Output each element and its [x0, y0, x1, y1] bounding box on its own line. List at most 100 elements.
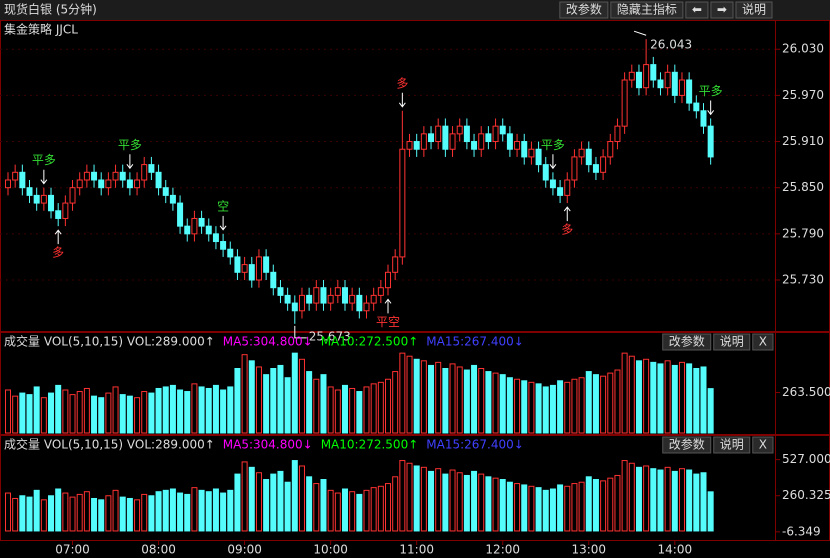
button[interactable]	[710, 1, 734, 19]
signal-arrow	[40, 169, 48, 185]
candle-body	[628, 71, 635, 81]
volume-bar	[105, 392, 112, 434]
button[interactable]	[735, 1, 773, 19]
signal-arrow	[126, 154, 134, 170]
button[interactable]	[713, 436, 751, 454]
volume-bar	[657, 363, 664, 434]
volume-bar	[91, 395, 98, 434]
volume-bar	[420, 466, 427, 532]
button-label[interactable]: 改参数	[669, 334, 705, 349]
volume-bar	[664, 360, 671, 434]
candle-body	[592, 164, 599, 173]
volume-bar	[385, 483, 392, 532]
candle-body	[514, 141, 521, 150]
volume-bar	[671, 364, 678, 434]
candle-body	[184, 225, 191, 235]
legend-entry: MA5:304.800↓	[223, 335, 313, 349]
volume-bar	[177, 389, 184, 434]
candle-body	[5, 179, 11, 189]
volume-bar	[356, 391, 363, 434]
volume-bar	[48, 495, 55, 532]
volume-bar	[169, 384, 176, 434]
candle-body	[62, 202, 69, 219]
volume-bar	[377, 485, 384, 532]
volume-bar	[664, 466, 671, 532]
candle-body	[392, 256, 399, 273]
volume-bar	[5, 492, 11, 532]
volume-bar	[69, 496, 76, 532]
button-label[interactable]: X	[759, 335, 767, 349]
button[interactable]	[610, 1, 684, 19]
x-tick-label: 14:00	[658, 543, 693, 557]
volume-bar	[478, 368, 485, 434]
volume-bar	[191, 383, 198, 434]
button[interactable]	[752, 333, 774, 351]
candle-body	[191, 217, 198, 235]
button[interactable]	[559, 1, 609, 19]
legend-entry: MA5:304.800↓	[223, 438, 313, 452]
button-label[interactable]: ⬅	[692, 3, 702, 17]
volume-bar	[26, 496, 33, 532]
volume-bar	[270, 473, 277, 532]
volume-bar	[449, 469, 456, 532]
volume-bar	[571, 378, 578, 434]
volume-bar	[55, 384, 62, 434]
volume-bar	[542, 489, 549, 532]
candle-body	[76, 179, 83, 189]
volume-bar	[19, 495, 26, 532]
volume-bar	[341, 488, 348, 532]
volume-bar	[148, 392, 155, 434]
x-tick-label: 09:00	[227, 543, 262, 557]
button-label[interactable]: ➡	[717, 3, 727, 17]
button-label[interactable]: 说明	[720, 437, 744, 452]
legend-entry: MA15:267.400↓	[426, 438, 524, 452]
volume-bar	[40, 397, 47, 434]
button[interactable]	[662, 333, 712, 351]
button-label[interactable]: X	[759, 438, 767, 452]
volume-bar	[62, 389, 69, 434]
candle-body	[377, 287, 384, 296]
candle-body	[528, 148, 535, 158]
volume-bar	[198, 386, 205, 434]
button[interactable]	[662, 436, 712, 454]
button-label[interactable]: 说明	[742, 2, 766, 17]
candle-body	[549, 179, 556, 189]
volume-bar	[270, 368, 277, 434]
legend-entry: 成交量 VOL(5,10,15) VOL:289.000↑	[4, 437, 215, 452]
volume-bar	[399, 460, 406, 532]
signal-arrow	[54, 229, 62, 245]
candle-body	[635, 71, 642, 89]
button[interactable]	[713, 333, 751, 351]
candle-body	[55, 210, 62, 219]
candle-body	[442, 125, 449, 150]
volume-bar	[650, 361, 657, 434]
volume-bar	[291, 352, 298, 434]
candle-body	[40, 194, 47, 204]
volume-bar	[471, 470, 478, 532]
volume-bar	[105, 495, 112, 532]
volume-bar	[406, 462, 413, 532]
volume-bar	[700, 366, 707, 434]
button[interactable]	[685, 1, 709, 19]
button[interactable]	[752, 436, 774, 454]
button-label[interactable]: 说明	[720, 334, 744, 349]
candle-body	[693, 102, 700, 112]
candle-body	[535, 148, 542, 166]
button-label[interactable]: 改参数	[566, 2, 602, 17]
volume-bar	[700, 472, 707, 532]
candle-body	[370, 294, 377, 304]
candle-body	[112, 171, 119, 181]
candle-body	[220, 241, 227, 250]
candle-body	[413, 141, 420, 150]
volume-bar	[557, 484, 564, 532]
candle-body	[205, 225, 212, 235]
button-label[interactable]: 隐藏主指标	[617, 2, 677, 17]
volume-bar	[40, 499, 47, 532]
volume-bar	[155, 387, 162, 434]
candle-body	[270, 271, 277, 289]
volume-bar	[671, 470, 678, 532]
volume-bar	[169, 488, 176, 532]
volume-bar	[191, 487, 198, 532]
button-label[interactable]: 改参数	[669, 437, 705, 452]
volume-bar	[650, 468, 657, 532]
